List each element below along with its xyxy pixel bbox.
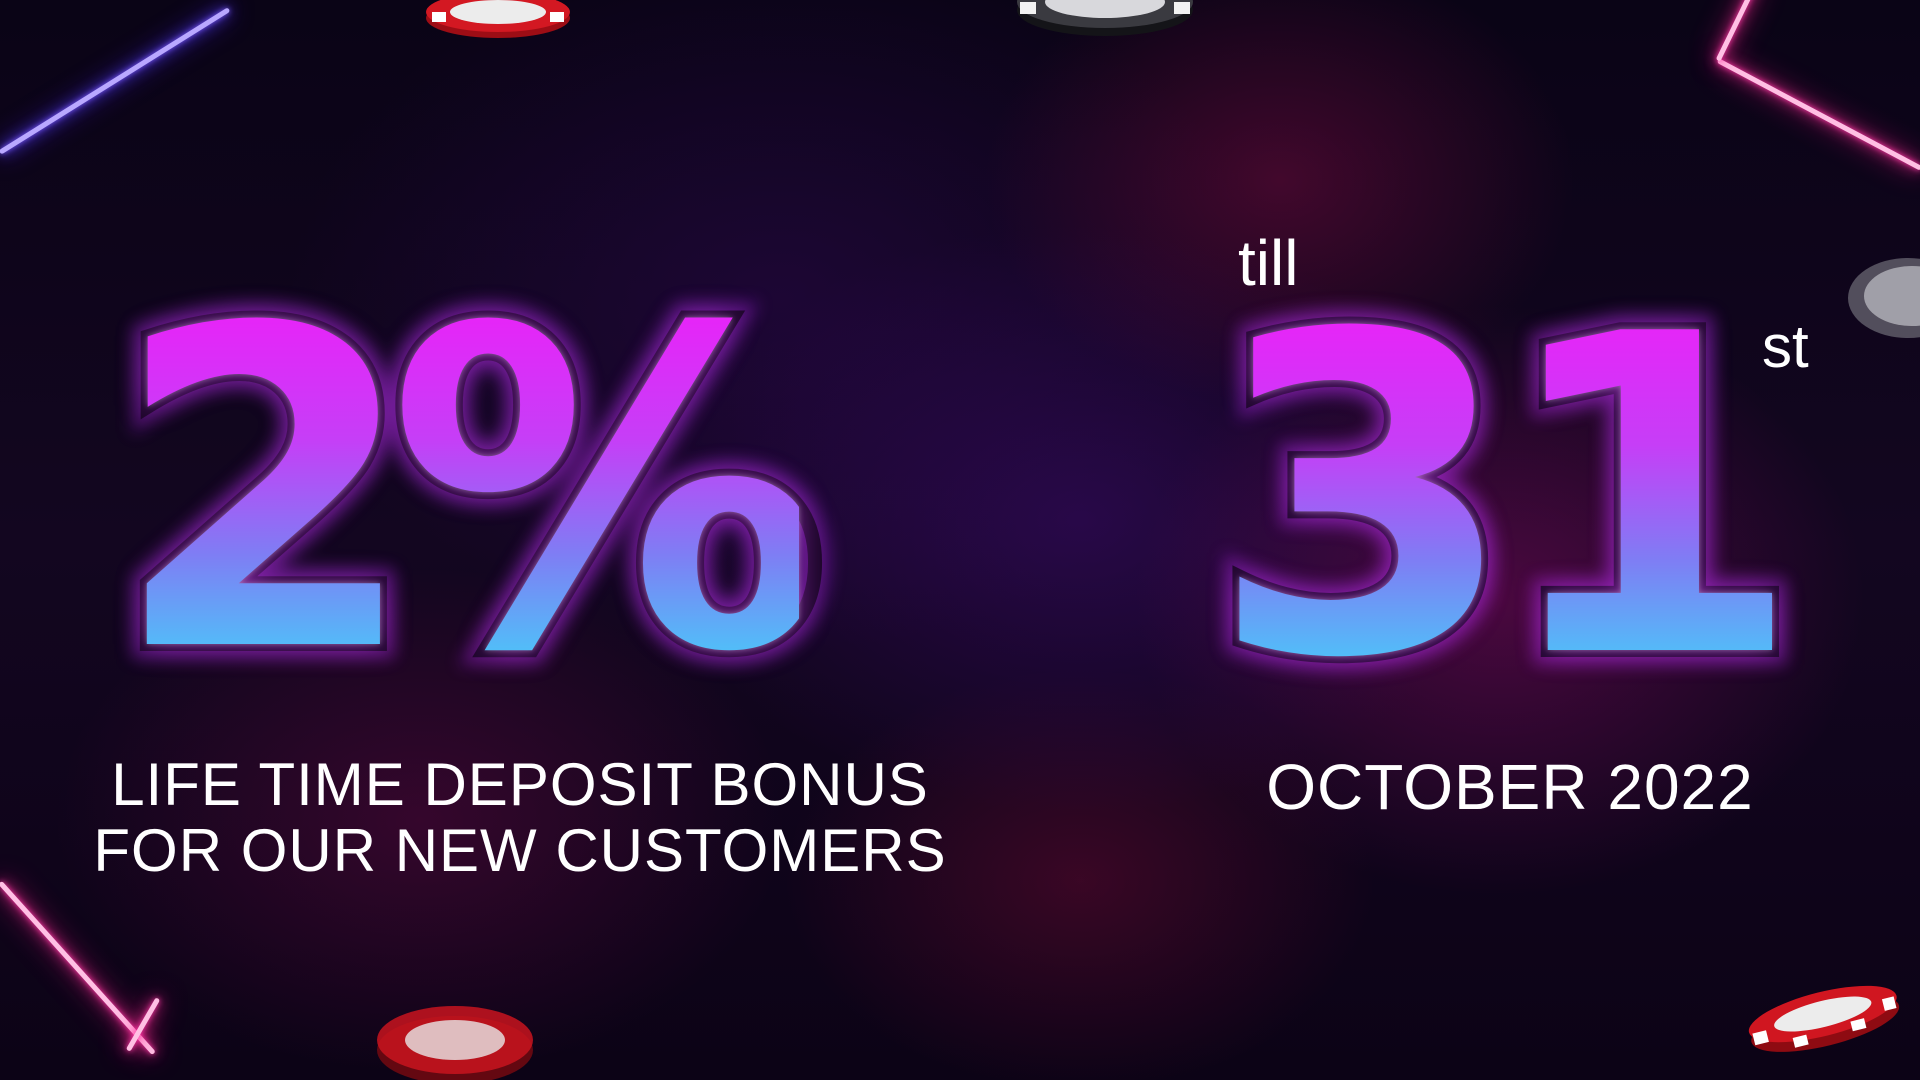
- deadline-month-year: OCTOBER 2022: [1266, 751, 1754, 823]
- bonus-description-line-1: LIFE TIME DEPOSIT BONUS: [111, 751, 929, 818]
- black-chip-icon: [1017, 0, 1193, 36]
- red-chip-bottom-right-icon: [1748, 985, 1900, 1052]
- red-chip-bottom-left-icon: [377, 1006, 533, 1080]
- till-label: till: [1238, 227, 1299, 299]
- day-suffix: st: [1762, 313, 1809, 380]
- deadline-day: 31: [1210, 242, 1802, 754]
- neon-line-top-right-b: [1715, 0, 1760, 62]
- neon-line-bottom-left-a: [0, 880, 156, 1056]
- red-chip-icon: [426, 0, 570, 38]
- white-chip-icon: [1848, 258, 1920, 338]
- percent-outline: 2%: [105, 265, 836, 719]
- day-glow: 31: [1195, 263, 1817, 733]
- neon-line-top-left: [0, 7, 231, 155]
- day-outline: 31: [1203, 271, 1809, 725]
- neon-line-top-right-a: [1716, 58, 1920, 171]
- percent-glow: 2%: [97, 257, 844, 727]
- bonus-percent: 2%: [112, 236, 829, 748]
- bonus-description-line-2: FOR OUR NEW CUSTOMERS: [93, 817, 947, 884]
